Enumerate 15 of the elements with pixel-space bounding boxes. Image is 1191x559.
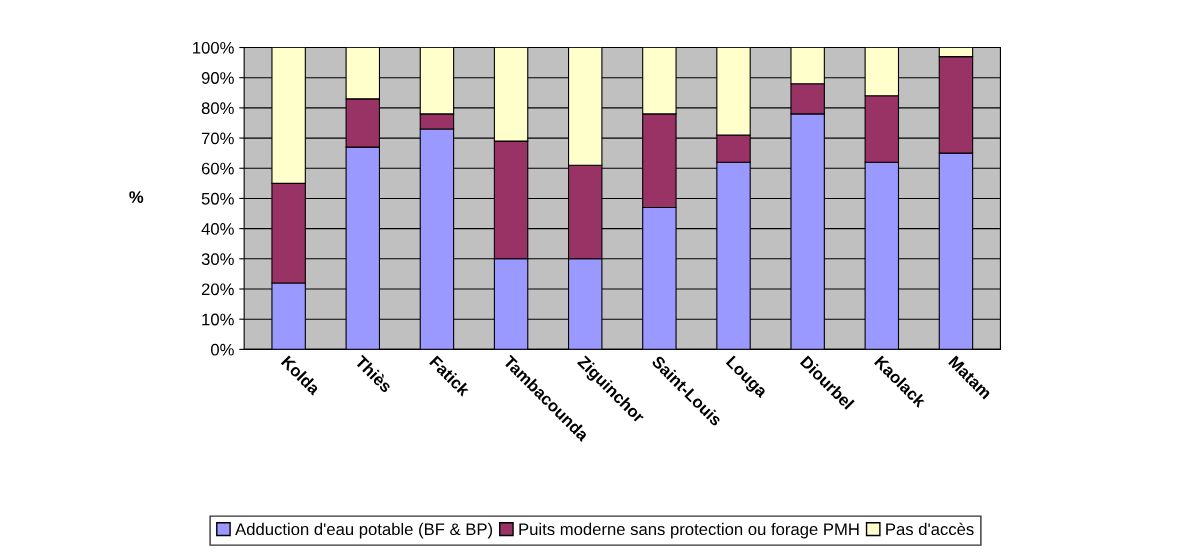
y-tick-label: 100% xyxy=(193,41,234,54)
legend-label: Puits moderne sans protection ou forage PMH xyxy=(519,522,859,539)
y-tick-label: 20% xyxy=(201,283,234,296)
legend-label: Pas d'accès xyxy=(886,522,974,536)
y-tick-label: 10% xyxy=(202,313,234,326)
y-tick-label: 70% xyxy=(201,132,234,145)
y-tick-label: 90% xyxy=(201,72,234,84)
y-tick-label: 50% xyxy=(201,192,234,205)
y-tick-label: 80% xyxy=(201,102,234,115)
y-tick-label: 30% xyxy=(201,253,234,266)
y-tick-label: 60% xyxy=(201,162,234,175)
y-tick-label: 0% xyxy=(211,343,234,356)
y-axis-title: % xyxy=(129,191,144,203)
legend-label: Adduction d'eau potable (BF & BP) xyxy=(235,522,493,539)
y-tick-label: 40% xyxy=(201,223,234,235)
